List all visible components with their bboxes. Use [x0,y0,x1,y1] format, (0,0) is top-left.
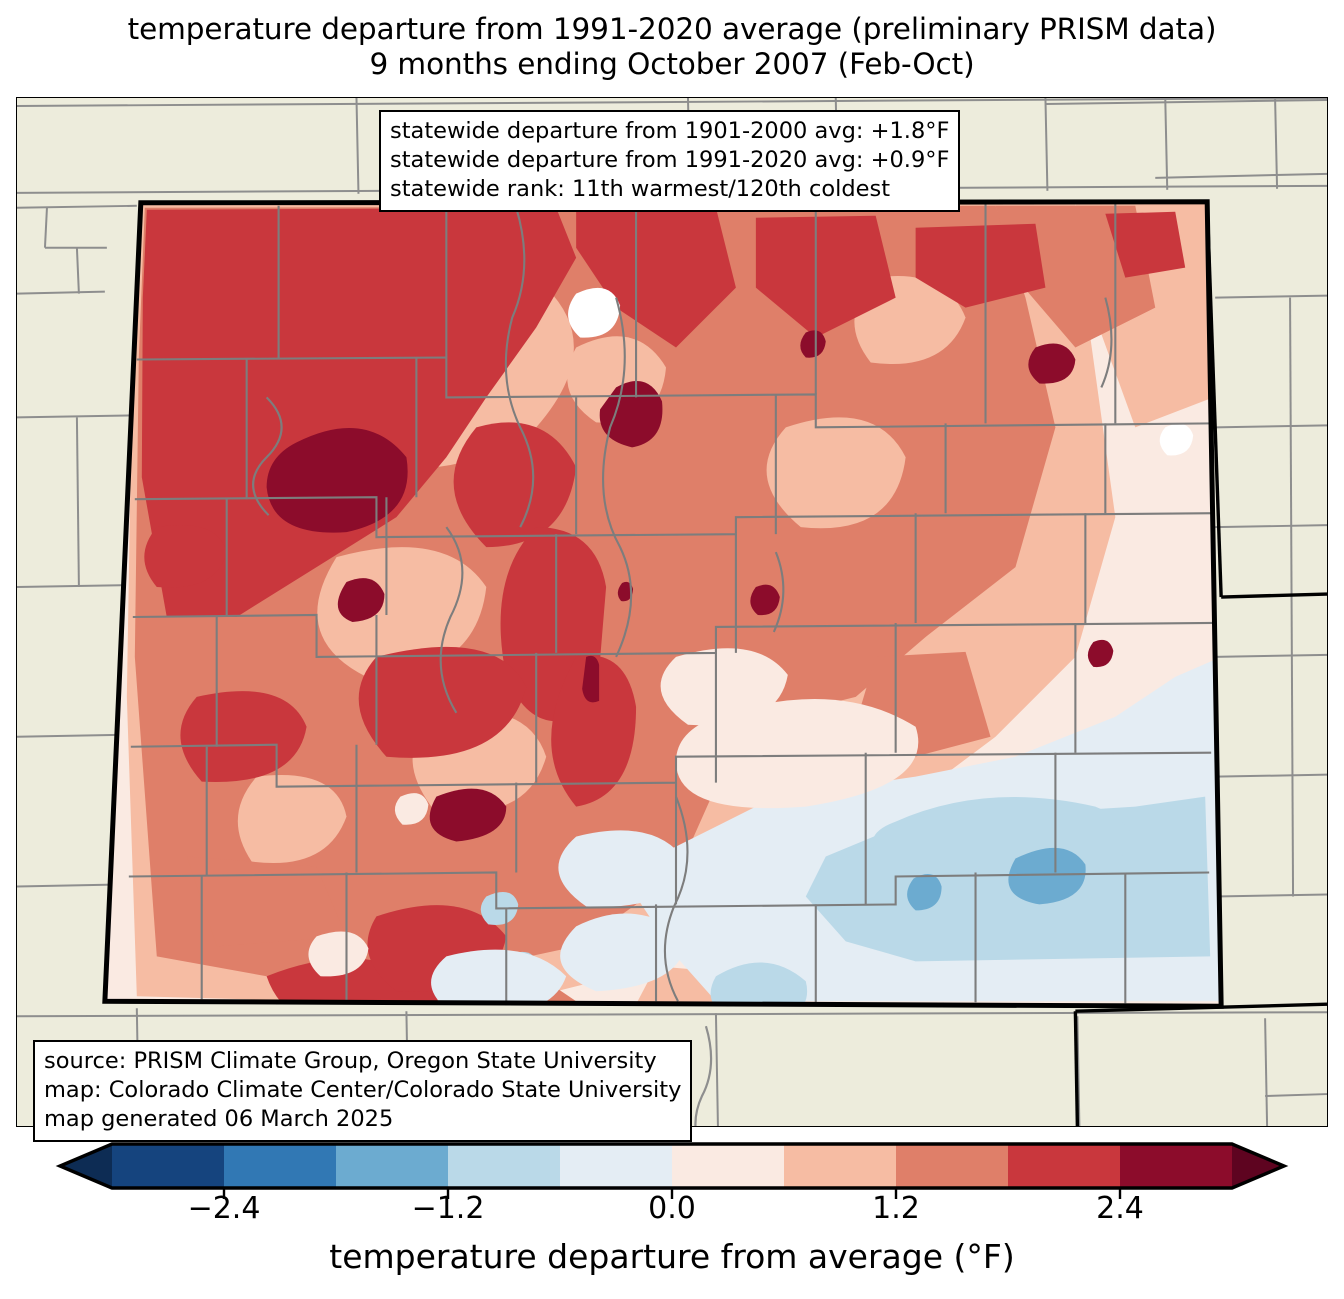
source-credits-box: source: PRISM Climate Group, Oregon Stat… [33,1040,693,1143]
colorbar-band [1120,1144,1233,1188]
colorbar-band [336,1144,449,1188]
colorbar-band [1008,1144,1121,1188]
stats-line-rank: statewide rank: 11th warmest/120th colde… [390,175,891,202]
colorbar-band [224,1144,337,1188]
colorbar-end-caps [60,1144,1284,1188]
colorbar-tick-label: 2.4 [1096,1191,1144,1226]
page-title: temperature departure from 1991-2020 ave… [0,12,1344,82]
colorbar-band [672,1144,785,1188]
colorbar-band [896,1144,1009,1188]
colorbar-panel: −2.4 −1.2 0.0 1.2 2.4 temperature departure … [0,1140,1344,1299]
map-panel [16,97,1328,1127]
colorbar-tick-label: −1.2 [411,1191,485,1226]
colorbar-over-cap [1232,1144,1284,1188]
colorbar-band [560,1144,673,1188]
colorbar-bands [112,1144,1233,1188]
county-boundaries [128,201,1216,1004]
colorbar-axis-label: temperature departure from average (°F) [329,1237,1015,1276]
title-line-2: 9 months ending October 2007 (Feb-Oct) [369,46,975,81]
colorbar-ticks [222,1188,1122,1199]
title-line-1: temperature departure from 1991-2020 ave… [127,12,1217,46]
colorbar-band [112,1144,225,1188]
source-line-generated: map generated 06 March 2025 [44,1105,394,1132]
temperature-departure-contours [104,201,1222,1007]
colorbar-tick-labels: −2.4 −1.2 0.0 1.2 2.4 [0,1191,1344,1231]
stats-line-departure-1991-2020: statewide departure from 1991-2020 avg: … [390,146,950,173]
statewide-stats-box: statewide departure from 1901-2000 avg: … [379,110,961,213]
colorbar-under-cap [60,1144,112,1188]
colorbar [55,1142,1289,1199]
stats-line-departure-1901-2000: statewide departure from 1901-2000 avg: … [390,118,950,144]
source-line-map: map: Colorado Climate Center/Colorado St… [44,1076,682,1103]
source-line-data: source: PRISM Climate Group, Oregon Stat… [44,1048,657,1074]
colorbar-tick-label: 0.0 [648,1191,696,1226]
colorbar-outline [55,1142,1289,1190]
colorbar-band [448,1144,561,1188]
colorado-temperature-departure-map [17,98,1327,1126]
colorbar-band [784,1144,897,1188]
colorbar-tick-label: −2.4 [187,1191,261,1226]
colorbar-tick-label: 1.2 [872,1191,920,1226]
